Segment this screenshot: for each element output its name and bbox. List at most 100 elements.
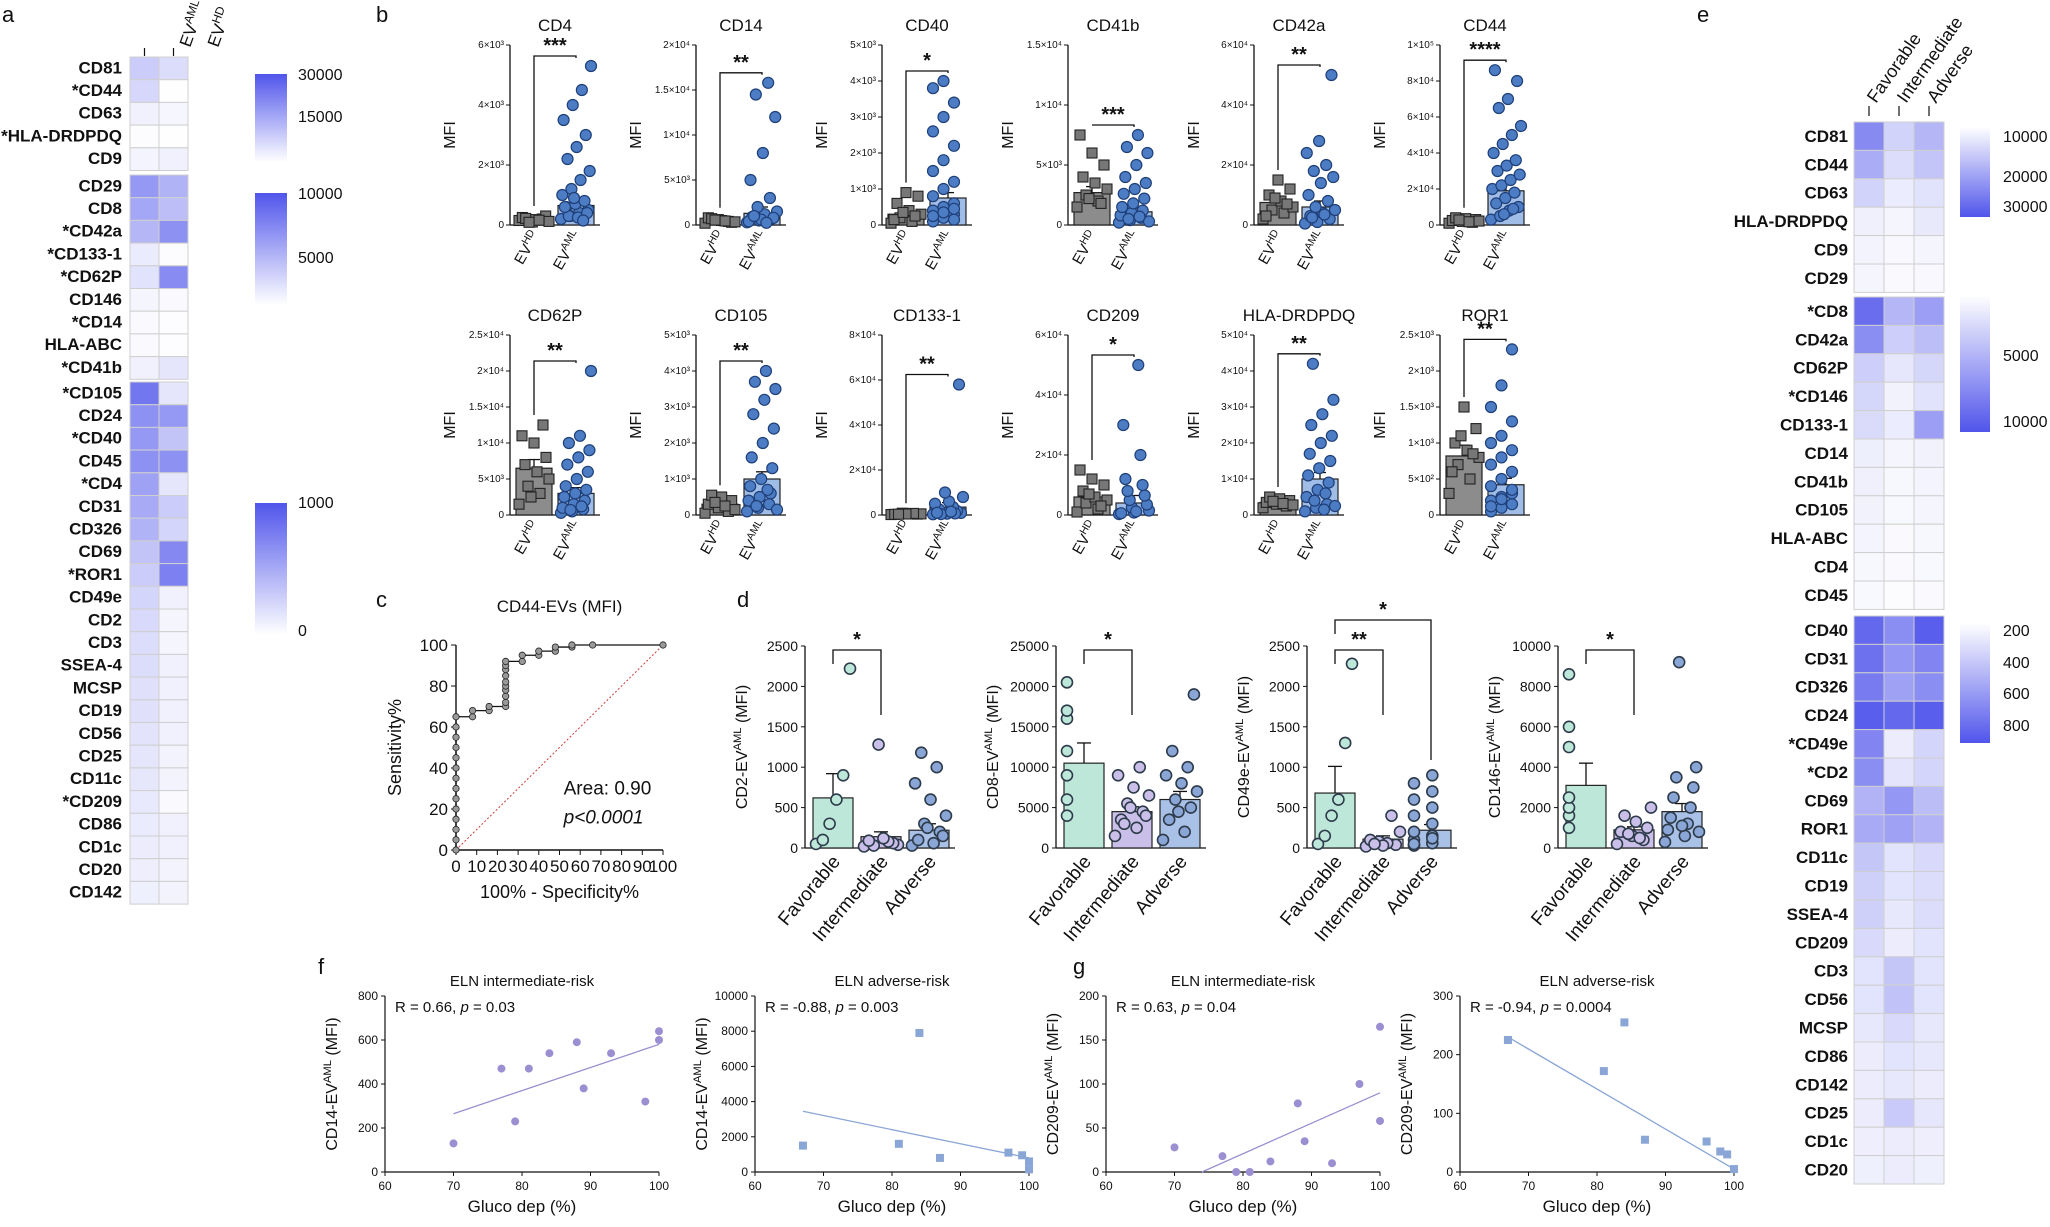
x-axis-label: Gluco dep (%)	[1189, 1197, 1298, 1216]
y-tick-label: 500	[775, 800, 799, 816]
heatmap-cell	[129, 608, 160, 633]
data-point	[1376, 1022, 1384, 1031]
data-point-aml	[1487, 146, 1500, 160]
data-point-aml	[769, 382, 782, 396]
panel-b-letter: b	[376, 2, 388, 27]
heatmap-cell	[1853, 296, 1885, 326]
marker-label: *CD14	[72, 313, 123, 332]
heatmap-cell	[158, 880, 189, 905]
data-point-aml	[1505, 465, 1519, 478]
data-point-hd	[897, 206, 909, 218]
data-point-aml	[760, 216, 773, 229]
data-point	[1620, 1018, 1629, 1027]
data-point	[1629, 815, 1643, 829]
data-point	[1633, 831, 1646, 845]
significance-stars: **	[1291, 333, 1307, 355]
heatmap-cell	[129, 265, 160, 289]
heatmap-cell	[1913, 149, 1945, 180]
data-point	[1175, 777, 1188, 790]
data-point-aml	[1128, 182, 1141, 196]
heatmap-cell	[1883, 178, 1915, 208]
significance-bracket	[1091, 354, 1135, 460]
heatmap-cell	[158, 265, 189, 289]
heatmap-cell	[158, 517, 189, 542]
data-point-aml	[1131, 128, 1145, 142]
y-tick-label: 0	[1292, 840, 1300, 856]
heatmap-cell	[1853, 1069, 1885, 1100]
correlation-stat: R = -0.88, p = 0.003	[765, 999, 898, 1016]
heatmap-cell	[1883, 871, 1915, 901]
data-point	[1170, 1143, 1179, 1152]
data-point-aml	[1505, 444, 1519, 457]
heatmap-cell	[129, 381, 160, 406]
data-point-aml	[1117, 418, 1130, 432]
subplot-title: CD62P	[528, 306, 583, 325]
y-axis-label: MFI	[1000, 121, 1017, 149]
data-point-aml	[1316, 408, 1329, 421]
data-point-hd	[537, 419, 549, 431]
legend-tick: 200	[2003, 623, 2030, 640]
heatmap-cell	[1853, 1013, 1885, 1043]
marker-label: CD49e	[69, 588, 122, 607]
roc-point	[568, 641, 576, 649]
data-point-hd	[891, 197, 903, 209]
data-point-hd	[709, 214, 721, 226]
data-point	[1181, 760, 1195, 774]
data-point-aml	[1319, 487, 1332, 500]
marker-label: *CD2	[1807, 763, 1848, 782]
heatmap-cell	[1883, 466, 1915, 497]
y-tick-label: 8×10⁴	[1407, 76, 1434, 87]
heatmap-cell	[1883, 814, 1915, 844]
heatmap-cell	[1883, 263, 1915, 293]
marker-label: *CD8	[1807, 302, 1848, 321]
data-point	[1670, 770, 1683, 784]
data-point-aml	[1509, 154, 1522, 167]
y-tick-label: 2×10⁴	[849, 465, 876, 476]
y-tick-label: 6×10⁴	[1035, 330, 1062, 341]
data-point-aml	[1500, 159, 1513, 172]
marker-label: CD11c	[1796, 848, 1848, 867]
heatmap-cell	[158, 426, 189, 451]
data-point-aml	[926, 125, 940, 138]
data-point-aml	[770, 503, 784, 516]
data-point-aml	[1499, 191, 1512, 205]
heatmap-cell	[129, 812, 160, 837]
subplot-title: CD40	[905, 16, 948, 35]
x-axis-label: Gluco dep (%)	[468, 1197, 577, 1216]
data-point	[836, 768, 850, 782]
data-point-aml	[1507, 202, 1520, 215]
panel-a-letter: a	[2, 2, 15, 27]
data-point-hd	[1446, 466, 1458, 478]
legend-tick: 600	[2003, 686, 2030, 703]
marker-label: CD20	[79, 860, 122, 879]
panel-c-letter: c	[376, 587, 387, 612]
y-tick-label: 5×10²	[1408, 474, 1435, 485]
color-legend-bar	[1960, 127, 1990, 217]
y-tick-label: 0	[1428, 220, 1434, 231]
heatmap-cell	[1913, 438, 1945, 468]
data-point-hd	[516, 430, 528, 442]
y-tick-label: 0	[1056, 220, 1062, 231]
legend-tick: 10000	[2003, 414, 2048, 431]
x-tick-label: 80	[885, 1179, 899, 1193]
data-point	[939, 809, 953, 822]
roc-point	[502, 698, 510, 707]
y-axis-label: MFI	[1372, 121, 1389, 149]
data-point-hd	[1077, 171, 1089, 183]
data-point-hd	[1083, 193, 1095, 205]
data-point-hd	[540, 451, 552, 463]
data-point-aml	[584, 59, 598, 73]
data-point	[908, 777, 922, 790]
y-tick-label: 2×10³	[478, 160, 505, 171]
heatmap-cell	[1853, 1098, 1885, 1128]
data-point	[1190, 785, 1204, 798]
y-axis-label: CD209-EVAML (MFI)	[1397, 1013, 1416, 1155]
data-point-aml	[1484, 480, 1498, 493]
data-point	[1127, 781, 1140, 794]
data-point-aml	[562, 436, 575, 450]
y-tick-label: 2000	[1520, 800, 1551, 816]
data-point-hd	[1458, 401, 1470, 413]
data-point-aml	[1303, 447, 1316, 460]
y-tick-label: 1×10³	[1408, 438, 1435, 449]
significance-stars: *	[923, 50, 931, 72]
